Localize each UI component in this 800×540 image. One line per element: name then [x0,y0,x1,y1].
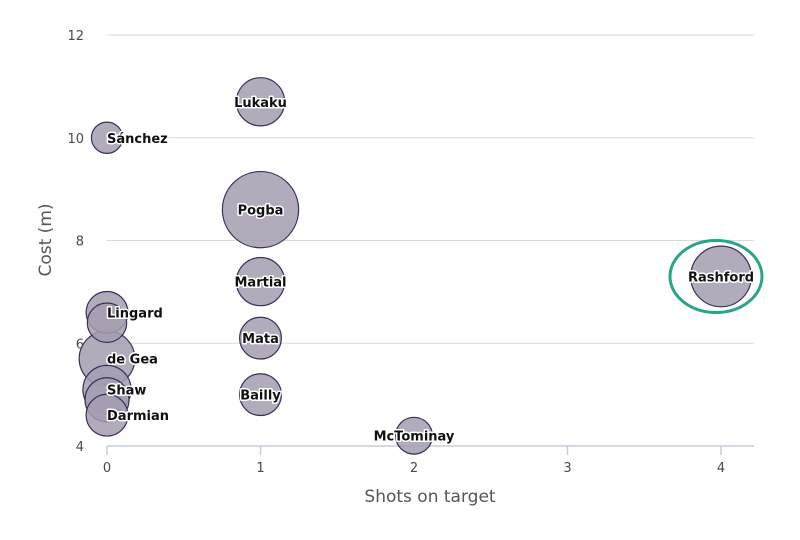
y-tick-label: 4 [76,440,84,455]
bubble-label: McTominay [374,430,455,445]
bubble-label: Pogba [238,204,284,219]
x-tick-label: 0 [103,461,111,476]
bubble-mata[interactable] [239,316,283,360]
x-tick-label: 2 [410,461,418,476]
bubble-label: Rashford [688,270,754,285]
bubble-label: Martial [234,276,286,291]
bubble-label: Lukaku [234,96,287,111]
bubble-label: Lingard [107,306,163,321]
x-tick-label: 4 [717,461,725,476]
bubble-label: Mata [242,332,279,347]
bubble-pogba[interactable] [221,170,300,249]
bubble[interactable] [86,302,128,344]
bubble-label: de Gea [107,353,158,368]
x-tick-label: 1 [256,461,264,476]
highlight-ring [668,238,764,314]
bubble-lukaku[interactable] [235,77,286,127]
bubbles [78,77,752,455]
bubble-labels: Lukaku Sánchez Pogba Martial Rashford Lingard… [106,94,756,446]
bubble-bailly[interactable] [239,373,283,417]
bubble-label: Sánchez [107,132,168,147]
x-axis-title: Shots on target [364,487,495,507]
y-tick-label: 10 [67,132,84,147]
bubble-darmian[interactable] [85,393,129,437]
y-axis-title: Cost (m) [36,203,56,276]
bubble-label: Shaw [107,383,146,398]
bubble-rashford[interactable] [690,245,752,308]
bubble-label: Darmian [107,409,169,424]
grid-lines [107,34,754,344]
y-tick-label: 8 [76,235,84,250]
bubble-snchez[interactable] [90,121,124,154]
y-tick-label: 6 [76,337,84,352]
y-tick-label: 12 [67,29,84,44]
bubble-martial[interactable] [235,256,286,307]
bubble-label: Bailly [240,389,281,404]
highlight-annotations [668,238,764,314]
x-tick-label: 3 [563,461,571,476]
bubble-mctominay[interactable] [395,416,434,455]
